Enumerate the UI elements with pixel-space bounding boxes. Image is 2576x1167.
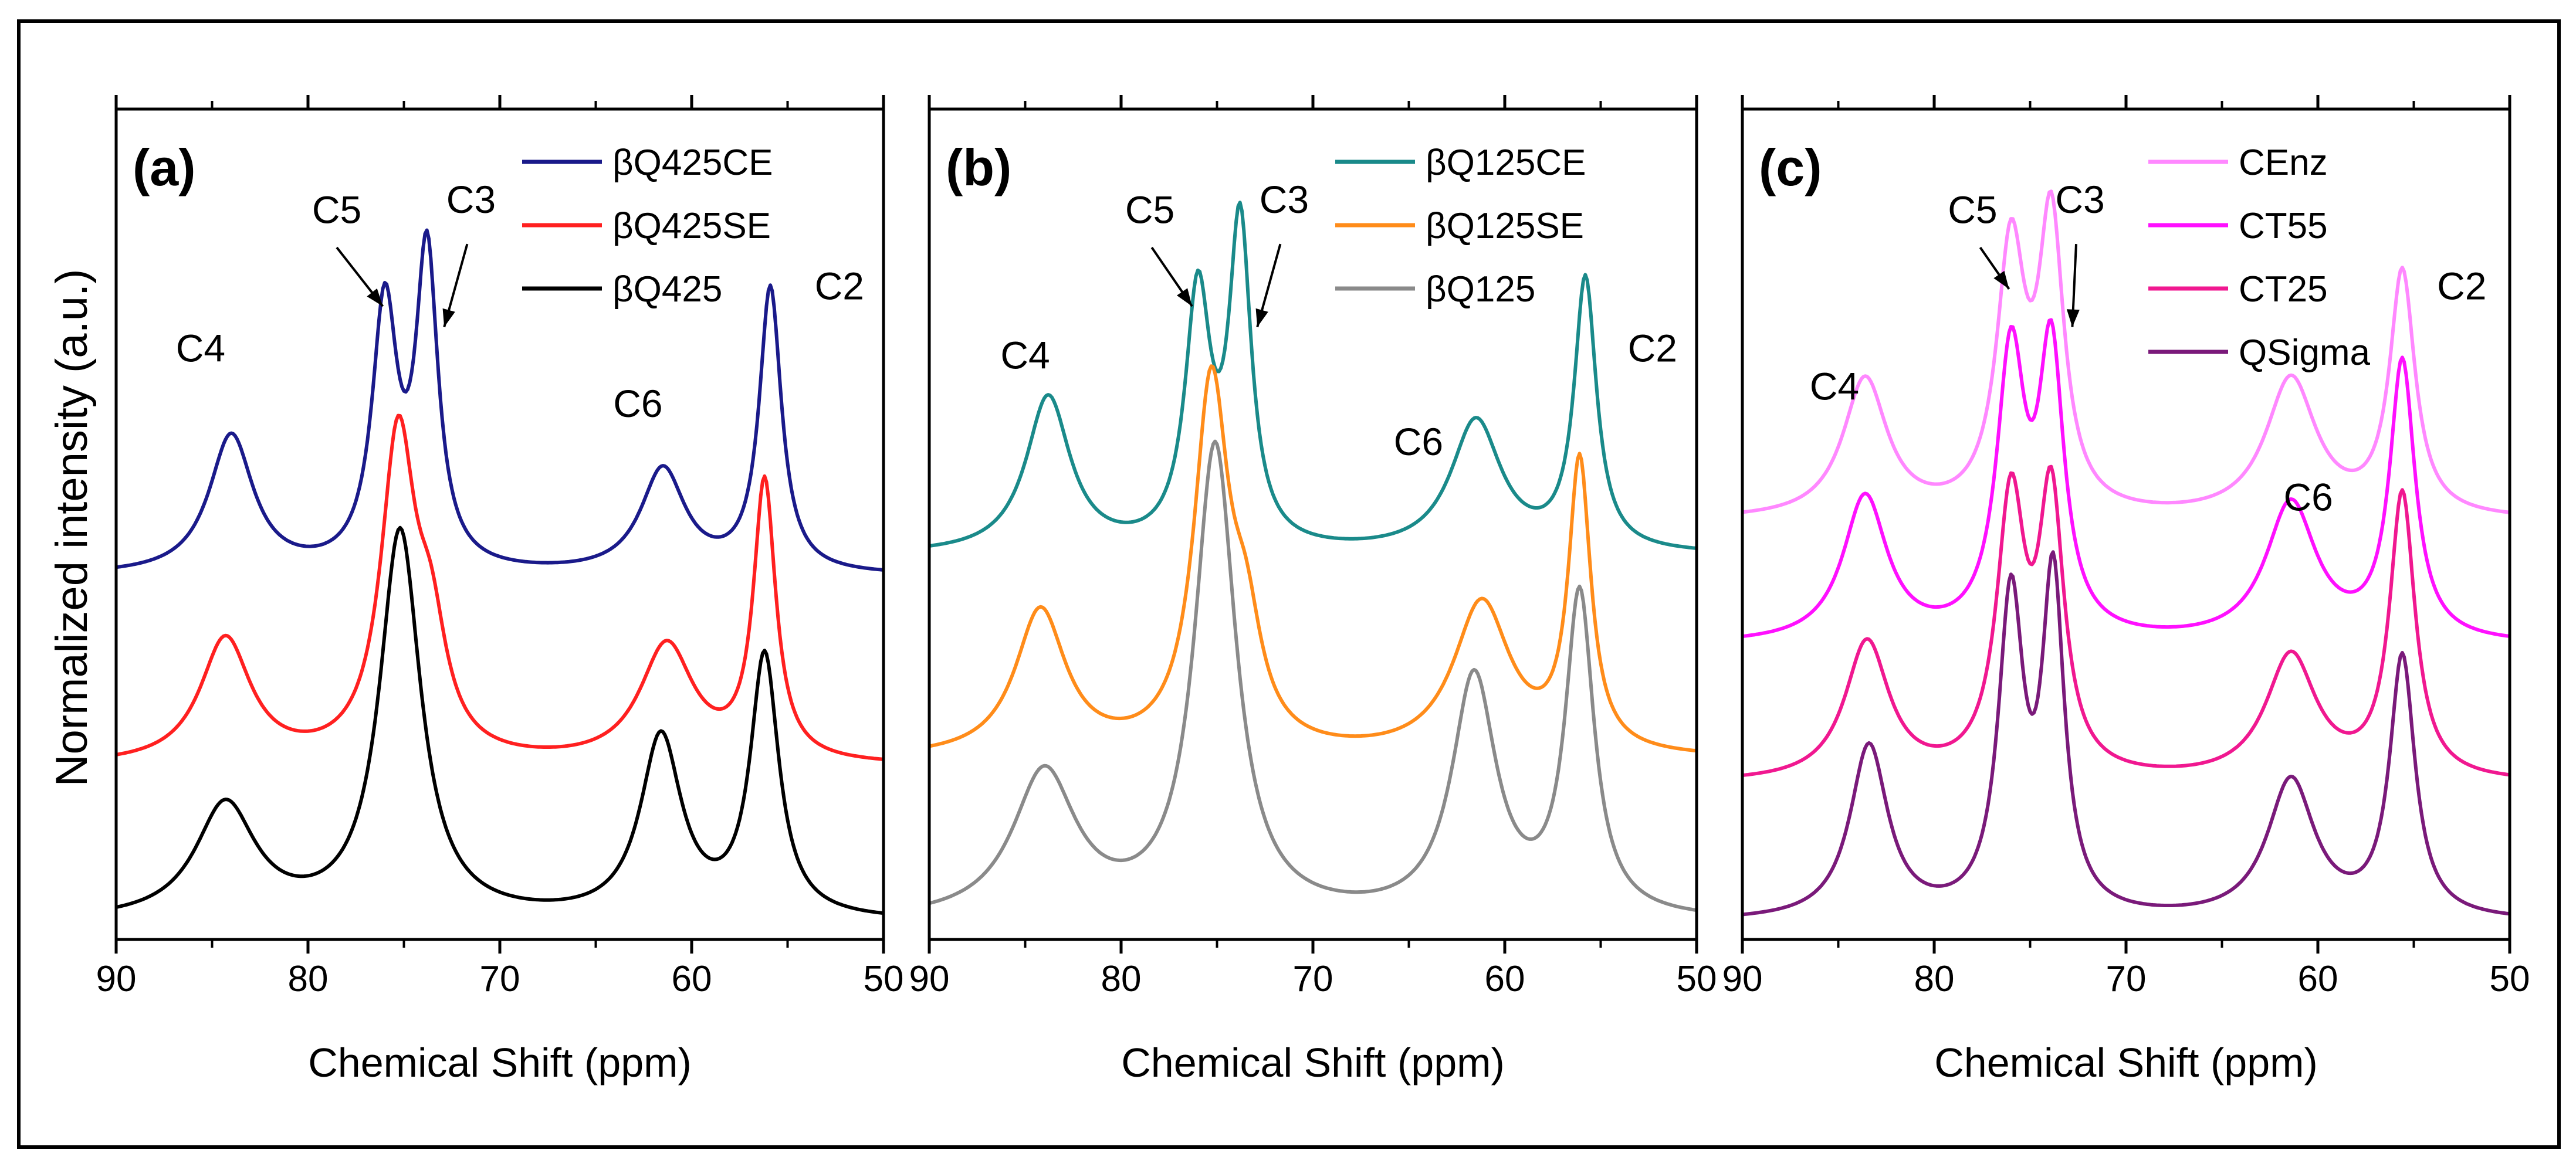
x-tick-label: 80 <box>1914 959 1955 999</box>
arrow-head <box>1993 270 2009 289</box>
peak-label: C6 <box>1394 420 1443 463</box>
x-tick-label: 60 <box>672 959 712 999</box>
arrow-head <box>367 288 383 307</box>
peak-label: C6 <box>2283 475 2333 518</box>
x-tick-label: 70 <box>2106 959 2147 999</box>
peak-label: C2 <box>1628 327 1677 370</box>
y-axis-label: Normalized intensity (a.u.) <box>47 269 97 787</box>
panel-2: 90 80 70 60 50 Chemical Shift (ppm) (b) βQ125CE… <box>909 95 1717 1085</box>
peak-label: C2 <box>2437 264 2486 308</box>
peak-label: C6 <box>613 382 662 425</box>
series-line-1-2 <box>116 413 884 761</box>
arrow-head <box>2066 309 2080 327</box>
peak-label: C2 <box>815 264 864 308</box>
x-tick-label: 70 <box>1293 959 1333 999</box>
peak-label: C3 <box>446 178 496 221</box>
peak-label: C5 <box>1948 188 1997 232</box>
x-tick-label: 50 <box>864 959 904 999</box>
series-line-3-2 <box>1742 318 2510 639</box>
peak-label: C3 <box>1260 178 1309 221</box>
panel-label: (c) <box>1759 138 1822 196</box>
legend-label: βQ125CE <box>1426 143 1586 183</box>
x-tick-label: 90 <box>909 959 950 999</box>
peak-label: C4 <box>176 327 225 370</box>
arrow-head <box>1176 288 1192 307</box>
x-tick-label: 90 <box>96 959 137 999</box>
arrow-head <box>1255 308 1268 327</box>
series-line-2-3 <box>929 439 1697 912</box>
x-axis-label: Chemical Shift (ppm) <box>1934 1040 2318 1085</box>
panel-label: (a) <box>133 138 196 196</box>
peak-label: C4 <box>1810 365 1859 408</box>
x-tick-label: 60 <box>1485 959 1525 999</box>
x-tick-label: 90 <box>1722 959 1763 999</box>
legend-label: βQ425SE <box>612 206 771 246</box>
series-line-1-1 <box>116 228 884 572</box>
legend-label: βQ425CE <box>612 143 773 183</box>
peak-label: C5 <box>1125 188 1174 232</box>
figure-border <box>17 19 2561 1149</box>
series-line-1-3 <box>116 525 884 915</box>
x-axis-label: Chemical Shift (ppm) <box>308 1040 692 1085</box>
x-tick-label: 80 <box>1101 959 1142 999</box>
x-tick-label: 60 <box>2298 959 2338 999</box>
legend-label: CT25 <box>2239 269 2328 310</box>
legend-label: βQ125SE <box>1426 206 1584 246</box>
legend-label: CT55 <box>2239 206 2328 246</box>
x-tick-label: 70 <box>480 959 520 999</box>
series-line-2-2 <box>929 364 1697 753</box>
panel-3: 90 80 70 60 50 Chemical Shift (ppm) (c) CEnz CT5… <box>1722 95 2530 1085</box>
panel-1: 90 80 70 60 50 Chemical Shift (ppm) (a) βQ425CE… <box>96 95 904 1085</box>
legend-label: βQ125 <box>1426 269 1535 310</box>
arrow-head <box>442 308 455 327</box>
peak-label: C5 <box>312 188 361 232</box>
peak-label: C4 <box>1000 334 1050 377</box>
series-line-2-1 <box>929 201 1697 550</box>
series-line-3-1 <box>1742 189 2510 514</box>
legend-label: CEnz <box>2239 143 2328 183</box>
series-line-3-4 <box>1742 550 2510 917</box>
x-tick-label: 50 <box>2490 959 2530 999</box>
series-line-3-3 <box>1742 464 2510 778</box>
x-tick-label: 50 <box>1677 959 1717 999</box>
peak-label: C3 <box>2055 178 2104 221</box>
legend-label: QSigma <box>2239 333 2370 373</box>
x-tick-label: 80 <box>288 959 329 999</box>
panel-label: (b) <box>946 138 1011 196</box>
legend-label: βQ425 <box>612 269 722 310</box>
x-axis-label: Chemical Shift (ppm) <box>1121 1040 1505 1085</box>
